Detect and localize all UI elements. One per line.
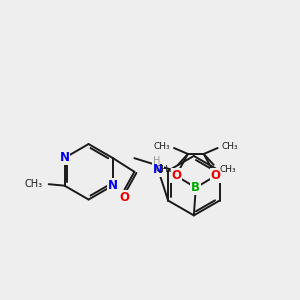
Text: N: N <box>108 179 118 192</box>
Text: CH₃: CH₃ <box>153 142 170 151</box>
Text: H: H <box>154 156 161 166</box>
Text: O: O <box>211 169 220 182</box>
Text: CH₃: CH₃ <box>222 142 238 151</box>
Text: B: B <box>191 181 200 194</box>
Text: CH₃: CH₃ <box>220 165 236 174</box>
Text: N: N <box>153 163 163 176</box>
Text: N: N <box>59 152 70 164</box>
Text: CH₃: CH₃ <box>25 179 43 189</box>
Text: O: O <box>119 191 130 204</box>
Text: O: O <box>171 169 181 182</box>
Text: CH₃: CH₃ <box>155 165 172 174</box>
